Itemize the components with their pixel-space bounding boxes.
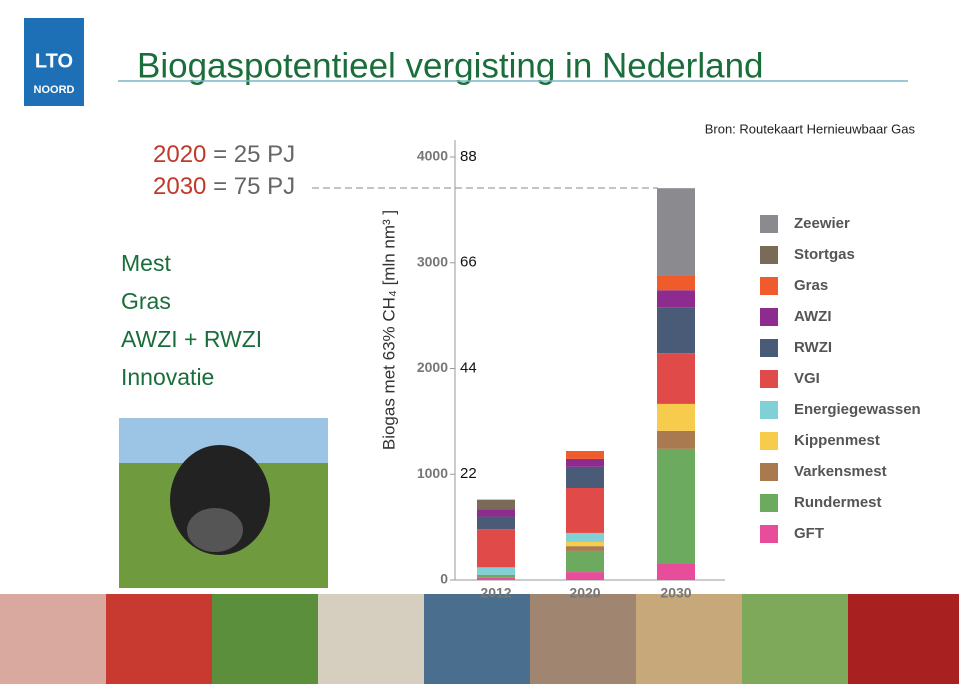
- topic: Gras: [121, 288, 171, 314]
- y-tick-label: 0: [440, 571, 448, 587]
- topic: AWZI + RWZI: [121, 326, 262, 352]
- bar-segment: [657, 290, 695, 308]
- topic: Mest: [121, 250, 171, 276]
- bar-segment: [657, 430, 695, 449]
- target-text: = 25 PJ: [213, 141, 295, 168]
- bar-segment: [657, 275, 695, 291]
- legend-label: RWZI: [794, 339, 832, 356]
- y-axis-label: Biogas met 63% CH₄ [mln nm³ ]: [379, 210, 398, 450]
- bar-segment: [657, 188, 695, 276]
- y-tick-label: 1000: [417, 465, 448, 481]
- target-year: 2020: [153, 141, 206, 168]
- bar-segment: [477, 516, 515, 530]
- legend-label: Stortgas: [794, 246, 855, 263]
- bar-segment: [657, 448, 695, 564]
- legend-label: AWZI: [794, 308, 832, 325]
- legend-swatch: [760, 339, 778, 357]
- bar-segment: [477, 529, 515, 568]
- bar-segment: [477, 574, 515, 578]
- bar-segment: [566, 487, 604, 533]
- legend-label: Varkensmest: [794, 463, 887, 480]
- x-tick-label: 2020: [569, 585, 600, 601]
- bar-segment: [477, 499, 515, 510]
- photo-strip: [0, 594, 959, 684]
- bar-segment: [566, 546, 604, 551]
- bar-segment: [566, 458, 604, 467]
- legend-label: GFT: [794, 525, 824, 542]
- legend-swatch: [760, 401, 778, 419]
- logo-bottom: NOORD: [34, 84, 75, 96]
- y2-tick-label: 88: [460, 148, 477, 165]
- target-year: 2030: [153, 173, 206, 200]
- legend-label: Rundermest: [794, 494, 882, 511]
- x-tick-label: 2030: [660, 585, 691, 601]
- y-tick-label: 4000: [417, 148, 448, 164]
- bar-segment: [477, 567, 515, 575]
- target: 2020 = 25 PJ: [153, 141, 295, 168]
- bar-segment: [657, 307, 695, 354]
- legend-swatch: [760, 277, 778, 295]
- legend-swatch: [760, 494, 778, 512]
- bar-segment: [566, 532, 604, 542]
- topic-list: Mest Gras AWZI + RWZI Innovatie: [121, 250, 262, 390]
- y2-tick-label: 66: [460, 254, 477, 271]
- bar-segment: [566, 550, 604, 573]
- legend-label: Zeewier: [794, 215, 850, 232]
- source: Bron: Routekaart Hernieuwbaar Gas: [705, 121, 916, 136]
- bar-segment: [657, 403, 695, 431]
- x-tick-label: 2012: [480, 585, 511, 601]
- bar-segment: [657, 563, 695, 580]
- legend-label: Kippenmest: [794, 432, 880, 449]
- legend-label: VGI: [794, 370, 820, 387]
- bar-segment: [477, 509, 515, 517]
- bar-segment: [566, 541, 604, 547]
- y-tick-label: 2000: [417, 359, 448, 375]
- target-text: = 75 PJ: [213, 173, 295, 200]
- legend-swatch: [760, 432, 778, 450]
- bar-segment: [477, 577, 515, 580]
- y2-tick-label: 44: [460, 359, 477, 376]
- y2-tick-label: 22: [460, 465, 477, 482]
- legend-swatch: [760, 463, 778, 481]
- legend-swatch: [760, 308, 778, 326]
- bar-segment: [566, 450, 604, 459]
- topic: Innovatie: [121, 364, 214, 390]
- photo: [119, 418, 328, 588]
- legend-swatch: [760, 525, 778, 543]
- logo-top: LTO: [35, 50, 73, 72]
- legend-swatch: [760, 370, 778, 388]
- bar-segment: [657, 353, 695, 404]
- legend-label: Energiegewassen: [794, 401, 921, 418]
- legend-swatch: [760, 215, 778, 233]
- y-tick-label: 3000: [417, 253, 448, 269]
- legend-label: Gras: [794, 277, 828, 294]
- target: 2030 = 75 PJ: [153, 173, 295, 200]
- logo: [24, 18, 84, 106]
- bar-segment: [566, 466, 604, 488]
- title: Biogaspotentieel vergisting in Nederland: [137, 46, 764, 85]
- legend-swatch: [760, 246, 778, 264]
- bar-segment: [566, 572, 604, 580]
